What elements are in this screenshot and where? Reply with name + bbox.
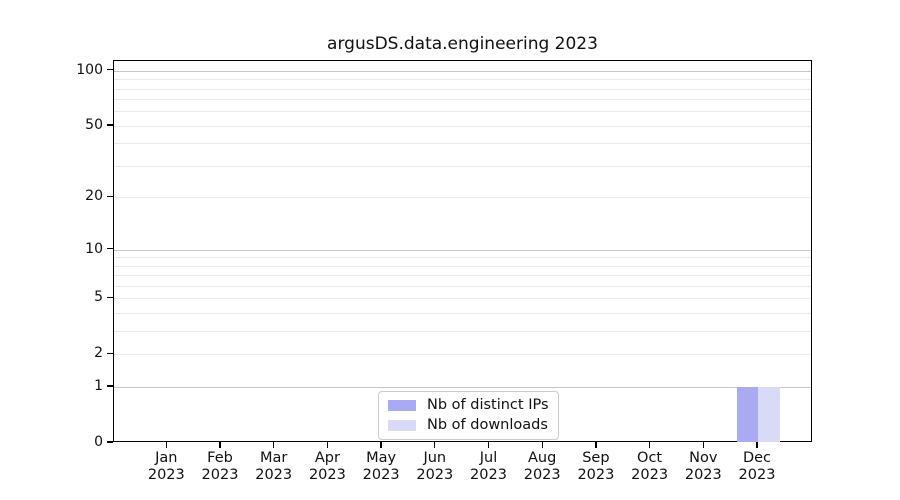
y-axis-tick [107, 247, 113, 250]
legend-item-distinct-ips: Nb of distinct IPs [388, 397, 549, 414]
major-gridline [114, 387, 811, 389]
x-axis-tick-label: Dec 2023 [725, 450, 789, 484]
major-gridline [114, 249, 811, 251]
x-axis-tick-label: Mar 2023 [242, 450, 306, 484]
y-axis-tick [107, 352, 113, 355]
x-axis-tick [541, 442, 543, 448]
x-axis-tick [434, 442, 436, 448]
minor-gridline [114, 79, 811, 81]
x-axis-tick-label: Jan 2023 [134, 450, 198, 484]
bar-downloads [758, 387, 780, 442]
legend-swatch-downloads [388, 420, 416, 431]
x-tick-month: Jun [423, 450, 447, 466]
x-tick-month: Feb [207, 450, 233, 466]
x-tick-year: 2023 [362, 467, 400, 483]
x-tick-month: May [366, 450, 397, 466]
x-tick-year: 2023 [684, 467, 722, 483]
y-axis-tick [107, 195, 113, 198]
x-tick-month: Aug [528, 450, 557, 466]
minor-gridline [114, 298, 811, 300]
x-axis-tick [219, 442, 221, 448]
y-axis-tick-label: 10 [85, 240, 103, 257]
x-axis-tick [756, 442, 758, 448]
x-axis-tick [165, 442, 167, 448]
x-axis-tick [380, 442, 382, 448]
minor-gridline [114, 143, 811, 145]
legend-item-downloads: Nb of downloads [388, 417, 549, 434]
minor-gridline [114, 265, 811, 267]
minor-gridline [114, 111, 811, 113]
bar-distinct-ips [736, 387, 758, 442]
y-axis-tick [107, 385, 113, 387]
y-axis-tick-label: 5 [94, 289, 103, 306]
x-axis-tick-label: Jun 2023 [403, 450, 467, 484]
minor-gridline [114, 197, 811, 199]
x-tick-year: 2023 [470, 467, 507, 483]
minor-gridline [114, 88, 811, 90]
minor-gridline [114, 286, 811, 288]
x-axis-tick [648, 442, 651, 448]
x-axis-tick [273, 442, 275, 448]
x-axis-tick [702, 442, 704, 448]
legend-label-downloads: Nb of downloads [427, 417, 548, 433]
x-axis-tick-label: Apr 2023 [295, 450, 359, 484]
minor-gridline [114, 257, 811, 259]
x-axis-tick-label: May 2023 [349, 450, 413, 484]
chart-title: argusDS.data.engineering 2023 [327, 34, 598, 54]
x-tick-year: 2023 [147, 467, 185, 483]
x-axis-tick [326, 442, 329, 448]
x-tick-month: Mar [260, 450, 288, 466]
minor-gridline [114, 275, 811, 277]
legend: Nb of distinct IPs Nb of downloads [378, 391, 559, 440]
x-tick-month: Jan [155, 450, 178, 466]
x-tick-year: 2023 [255, 467, 293, 483]
legend-label-distinct-ips: Nb of distinct IPs [427, 397, 549, 413]
y-axis-tick-label: 2 [94, 345, 103, 362]
y-axis-tick-label: 100 [76, 61, 103, 78]
x-tick-month: Nov [689, 450, 718, 466]
x-tick-year: 2023 [523, 467, 561, 483]
minor-gridline [114, 313, 811, 315]
x-axis-tick-label: Jul 2023 [457, 450, 521, 484]
y-axis-tick [107, 69, 113, 71]
minor-gridline [114, 125, 811, 127]
x-tick-year: 2023 [308, 467, 346, 483]
y-axis-tick [107, 124, 113, 126]
x-axis-tick-label: Sep 2023 [564, 450, 628, 484]
x-tick-year: 2023 [201, 467, 239, 483]
legend-swatch-distinct-ips [388, 400, 416, 411]
x-tick-month: Oct [637, 450, 663, 466]
major-gridline [114, 70, 811, 72]
x-axis-tick [595, 442, 597, 448]
y-axis-tick [107, 296, 113, 299]
y-axis-tick [107, 441, 113, 443]
x-tick-year: 2023 [631, 467, 669, 483]
x-axis-tick-label: Nov 2023 [671, 450, 735, 484]
x-axis-tick-label: Oct 2023 [618, 450, 682, 484]
x-tick-year: 2023 [577, 467, 615, 483]
y-axis-tick-label: 0 [94, 434, 103, 450]
minor-gridline [114, 166, 811, 168]
minor-gridline [114, 99, 811, 101]
x-tick-month: Dec [742, 450, 772, 466]
plot-area [113, 60, 812, 442]
x-tick-month: Apr [314, 450, 340, 466]
x-tick-month: Sep [582, 450, 610, 466]
x-axis-tick [487, 442, 490, 448]
y-axis-tick-label: 20 [85, 188, 103, 205]
minor-gridline [114, 331, 811, 333]
x-tick-year: 2023 [738, 467, 776, 483]
x-axis-tick-label: Aug 2023 [510, 450, 574, 484]
x-axis-tick-label: Feb 2023 [188, 450, 252, 484]
x-tick-year: 2023 [416, 467, 454, 483]
x-tick-month: Jul [479, 450, 498, 466]
y-axis-tick-label: 50 [85, 116, 103, 133]
minor-gridline [114, 354, 811, 356]
y-axis-tick-label: 1 [94, 378, 103, 395]
